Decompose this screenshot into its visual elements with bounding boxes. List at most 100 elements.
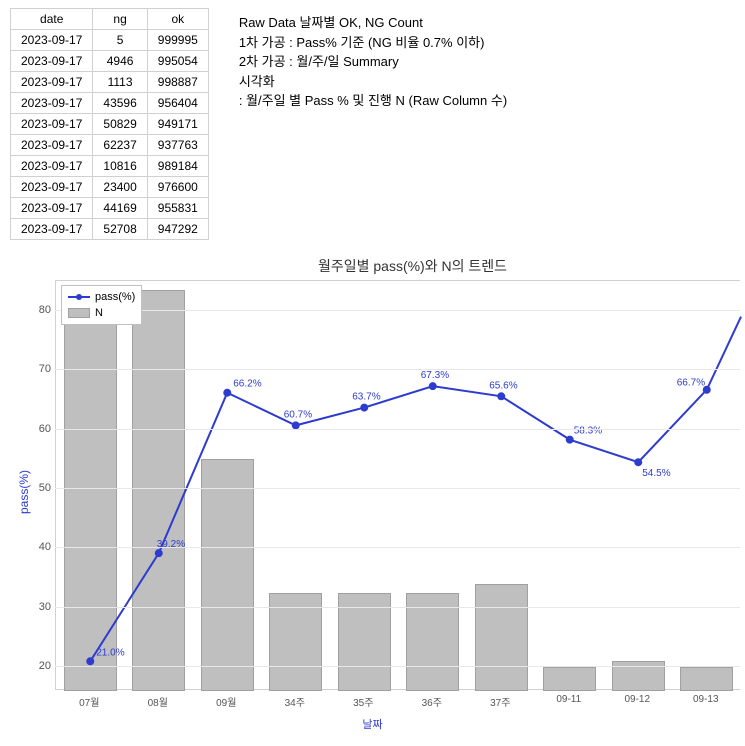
table-cell: 62237 (93, 135, 147, 156)
line-marker (155, 549, 163, 557)
notes-line: 시각화 (239, 72, 507, 92)
point-label: 58.3% (574, 426, 602, 437)
table-cell: 2023-09-17 (11, 219, 93, 240)
point-label: 39.2% (157, 539, 185, 550)
table-cell: 2023-09-17 (11, 177, 93, 198)
table-cell: 2023-09-17 (11, 51, 93, 72)
y-tick: 70 (25, 363, 51, 375)
legend-n-label: N (95, 307, 103, 319)
legend-line-icon (68, 296, 90, 298)
y-gridline (55, 488, 740, 489)
table-cell: 43596 (93, 93, 147, 114)
line-marker (634, 458, 642, 466)
line-marker (566, 436, 574, 444)
table-cell: 4946 (93, 51, 147, 72)
y-tick: 80 (25, 304, 51, 316)
y-gridline (55, 607, 740, 608)
x-tick: 34주 (285, 694, 305, 709)
x-tick: 36주 (422, 694, 442, 709)
table-cell: 956404 (147, 93, 208, 114)
table-cell: 998887 (147, 72, 208, 93)
table-row: 2023-09-1710816989184 (11, 156, 209, 177)
table-cell: 999995 (147, 30, 208, 51)
point-label: 66.7% (677, 378, 705, 389)
table-header: ng (93, 9, 147, 30)
y-gridline (55, 310, 740, 311)
point-label: 66.2% (233, 379, 261, 390)
x-tick: 09월 (216, 694, 236, 709)
table-row: 2023-09-1723400976600 (11, 177, 209, 198)
y-tick: 40 (25, 541, 51, 553)
table-row: 2023-09-1744169955831 (11, 198, 209, 219)
table-row: 2023-09-1743596956404 (11, 93, 209, 114)
notes-line: 2차 가공 : 월/주/일 Summary (239, 52, 507, 72)
table-cell: 947292 (147, 219, 208, 240)
point-label: 67.3% (421, 370, 449, 381)
table-cell: 2023-09-17 (11, 114, 93, 135)
table-row: 2023-09-1752708947292 (11, 219, 209, 240)
y-tick: 60 (25, 423, 51, 435)
point-label: 60.7% (284, 409, 312, 420)
trend-chart: 월주일별 pass(%)와 N의 트렌드 pass(%) pass(%) N 2… (0, 252, 745, 732)
table-row: 2023-09-175999995 (11, 30, 209, 51)
notes-line: Raw Data 날짜별 OK, NG Count (239, 13, 507, 33)
line-marker (223, 389, 231, 397)
notes-line: : 월/주일 별 Pass % 및 진행 N (Raw Column 수) (239, 91, 507, 111)
y-gridline (55, 547, 740, 548)
table-cell: 2023-09-17 (11, 30, 93, 51)
legend-pass-label: pass(%) (95, 291, 135, 303)
table-row: 2023-09-174946995054 (11, 51, 209, 72)
table-cell: 5 (93, 30, 147, 51)
table-cell: 2023-09-17 (11, 93, 93, 114)
line-marker (86, 657, 94, 665)
plot-area: pass(%) N 21.0% 39.2% 66.2% 60.7% 63.7% 67.3%… (55, 280, 740, 690)
line-marker (360, 404, 368, 412)
table-row: 2023-09-1762237937763 (11, 135, 209, 156)
x-tick: 08월 (148, 694, 168, 709)
line-layer: 21.0% 39.2% 66.2% 60.7% 63.7% 67.3% 65.6% 58.3%… (56, 281, 740, 689)
x-axis-label: 날짜 (362, 716, 382, 732)
point-label: 63.7% (352, 392, 380, 403)
y-gridline (55, 429, 740, 430)
x-tick: 09-13 (693, 694, 719, 705)
table-cell: 995054 (147, 51, 208, 72)
table-cell: 955831 (147, 198, 208, 219)
x-tick: 37주 (490, 694, 510, 709)
point-label: 21.0% (96, 647, 124, 658)
x-tick: 09-12 (624, 694, 650, 705)
table-cell: 989184 (147, 156, 208, 177)
line-marker (497, 392, 505, 400)
table-cell: 2023-09-17 (11, 156, 93, 177)
table-cell: 23400 (93, 177, 147, 198)
table-cell: 10816 (93, 156, 147, 177)
table-cell: 52708 (93, 219, 147, 240)
x-tick: 09-11 (556, 694, 581, 705)
raw-data-table: datengok 2023-09-1759999952023-09-174946… (10, 8, 209, 240)
table-cell: 2023-09-17 (11, 72, 93, 93)
table-row: 2023-09-171113998887 (11, 72, 209, 93)
x-tick: 35주 (353, 694, 373, 709)
table-cell: 937763 (147, 135, 208, 156)
table-header: date (11, 9, 93, 30)
x-tick: 07월 (79, 694, 99, 709)
legend-bar-icon (68, 308, 90, 318)
table-cell: 1113 (93, 72, 147, 93)
table-header: ok (147, 9, 208, 30)
y-gridline (55, 666, 740, 667)
chart-title: 월주일별 pass(%)와 N의 트렌드 (80, 252, 745, 278)
point-label: 65.6% (489, 380, 517, 391)
notes-line: 1차 가공 : Pass% 기준 (NG 비율 0.7% 이하) (239, 33, 507, 53)
table-row: 2023-09-1750829949171 (11, 114, 209, 135)
y-tick: 30 (25, 601, 51, 613)
y-tick: 20 (25, 660, 51, 672)
point-label: 54.5% (642, 468, 670, 479)
y-tick: 50 (25, 482, 51, 494)
notes-block: Raw Data 날짜별 OK, NG Count 1차 가공 : Pass% … (239, 8, 507, 240)
table-cell: 50829 (93, 114, 147, 135)
table-cell: 2023-09-17 (11, 135, 93, 156)
table-cell: 949171 (147, 114, 208, 135)
table-cell: 976600 (147, 177, 208, 198)
table-cell: 44169 (93, 198, 147, 219)
table-cell: 2023-09-17 (11, 198, 93, 219)
line-marker (429, 382, 437, 390)
